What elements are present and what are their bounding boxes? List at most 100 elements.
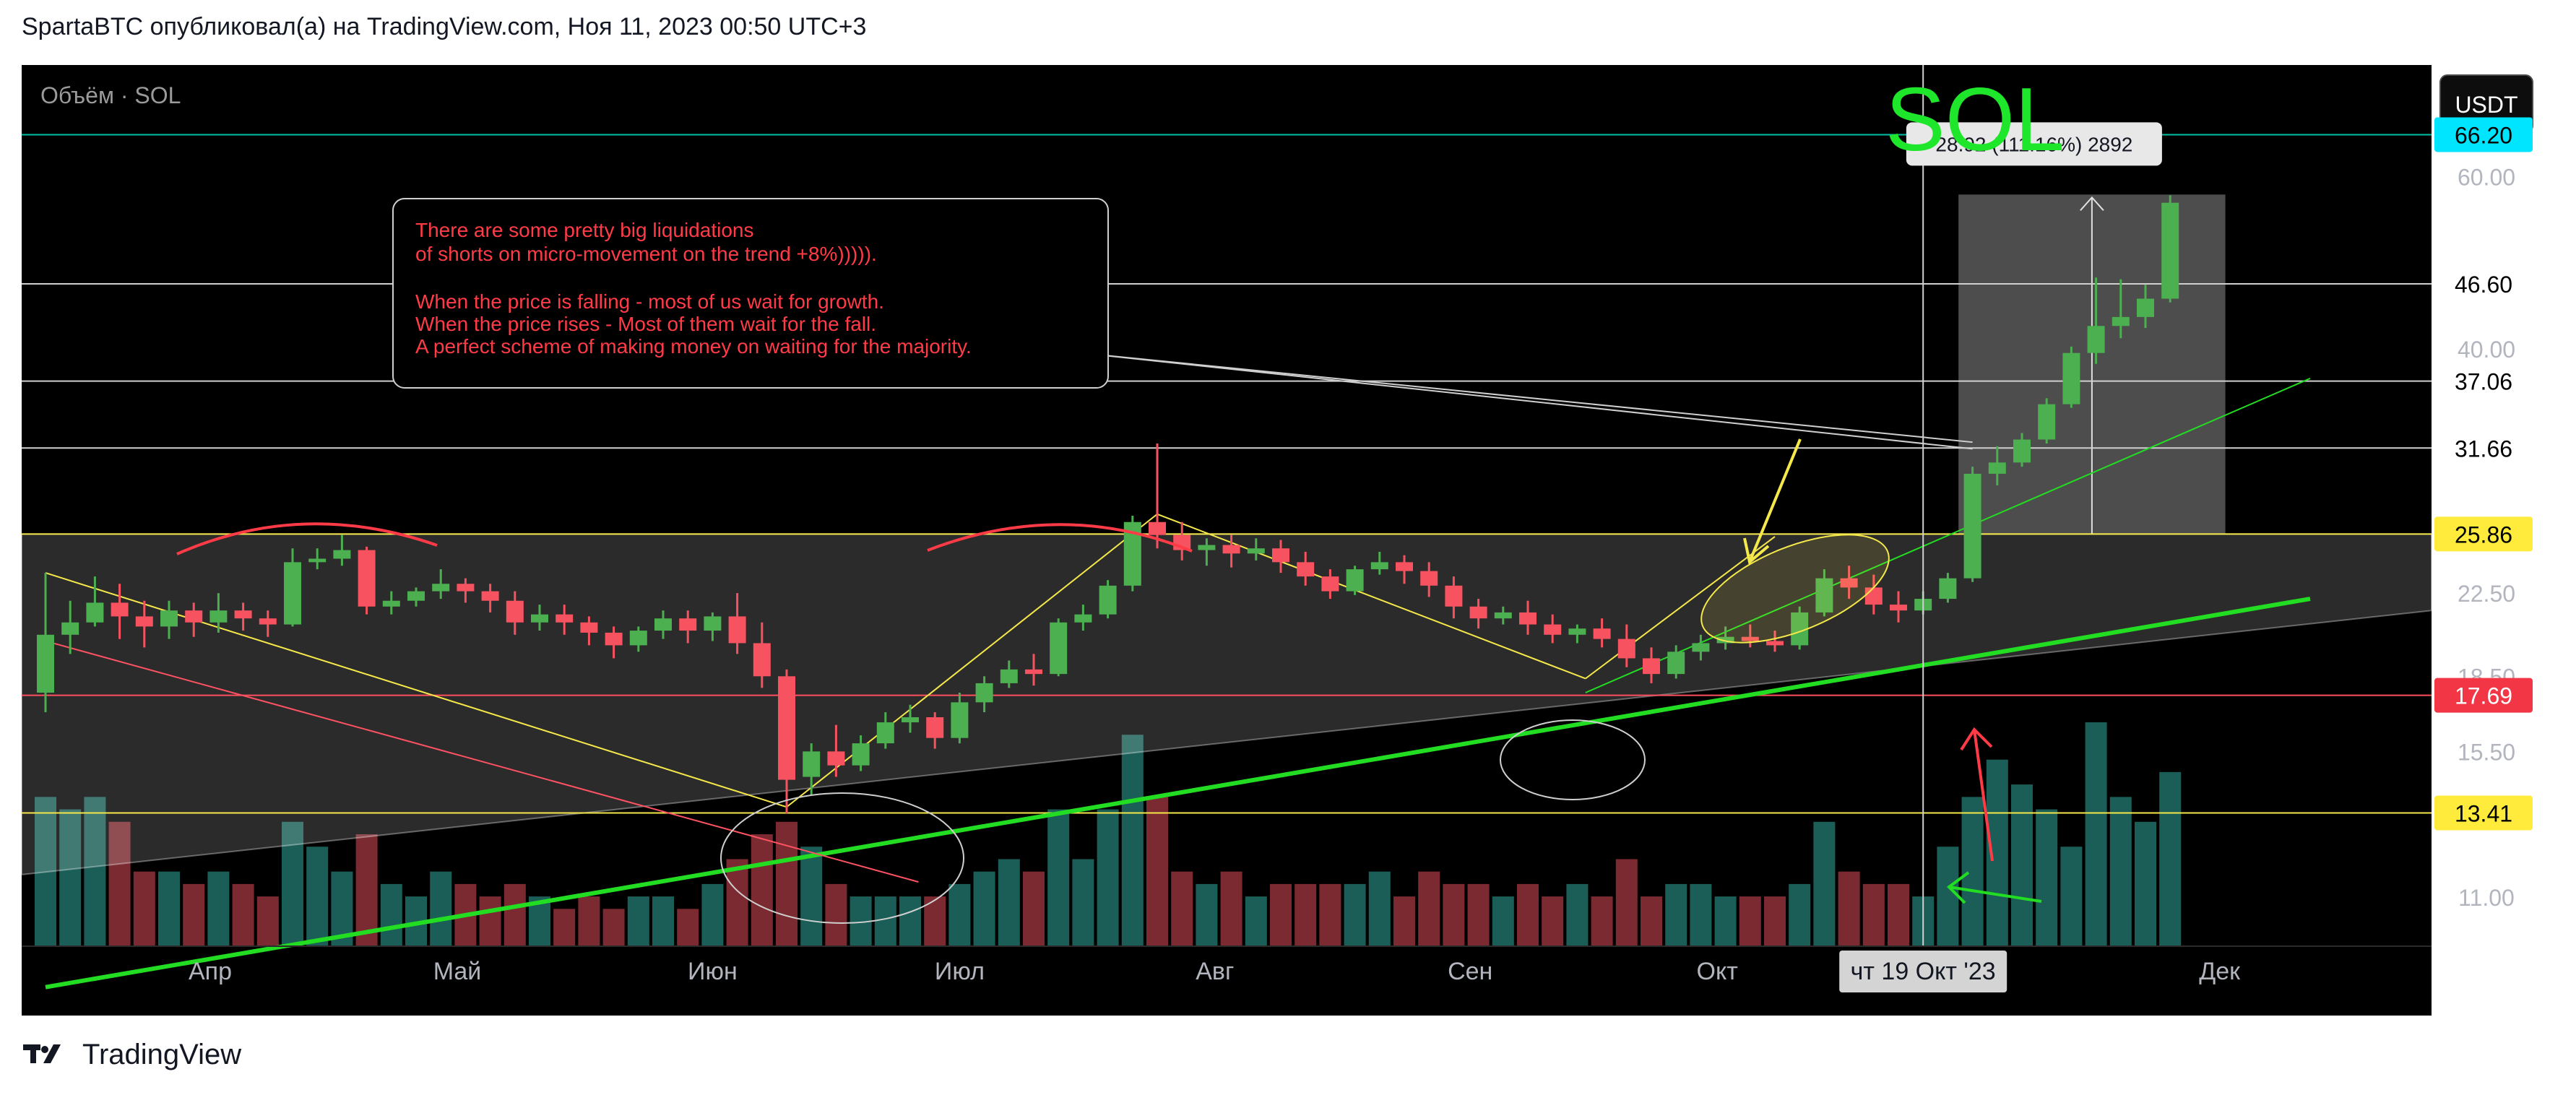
volume-bar: [1047, 809, 1070, 946]
volume-bar: [282, 821, 303, 946]
crosshair-date: чт 19 Окт '23: [1851, 958, 1996, 985]
volume-bar: [1615, 859, 1638, 946]
volume-bar: [1368, 871, 1391, 946]
annotation-line: There are some pretty big liquidations: [415, 219, 753, 241]
red-fall-line: [45, 640, 919, 883]
volume-bar: [2135, 821, 2156, 946]
y-axis-tick-label: 11.00: [2458, 885, 2515, 911]
measure-label: 28.92 (111.16%) 2892: [1935, 133, 2132, 155]
volume-bar: [1443, 883, 1465, 946]
candle-body: [1667, 652, 1685, 675]
site-name: TradingView.com,: [366, 13, 561, 40]
volume-bar: [677, 909, 699, 946]
candle-body: [308, 558, 327, 563]
annotation-box: [392, 198, 1109, 389]
price-label: 66.20: [2455, 122, 2512, 148]
volume-bar: [2060, 847, 2083, 946]
main-support-line: [45, 597, 2311, 990]
volume-bar: [232, 883, 254, 946]
volume-bar: [1121, 735, 1144, 946]
candle-body: [1321, 576, 1339, 592]
channel-line: [1585, 377, 2311, 693]
chart-area[interactable]: There are some pretty big liquidations o…: [21, 65, 2432, 1016]
candles-layer: [37, 195, 2179, 813]
volume-bar: [1739, 896, 1761, 946]
candle-body: [876, 722, 894, 744]
candle-body: [975, 683, 993, 703]
range-zone: [21, 533, 2432, 875]
volume-bar: [1986, 759, 2008, 946]
y-axis-tick-label: 40.00: [2458, 337, 2515, 363]
volume-bar: [2085, 722, 2107, 946]
candle-body: [185, 610, 203, 623]
yellow-uptrend-1: [786, 513, 1158, 808]
candle-body: [2112, 316, 2130, 326]
yellow-downtrend-2: [1157, 513, 1586, 680]
author-name[interactable]: SpartaBTC: [22, 13, 144, 40]
candle-body: [284, 562, 301, 625]
candle-body: [2161, 202, 2179, 299]
volume-bar: [1961, 797, 1984, 946]
candle-body: [209, 610, 228, 623]
candle-body: [1988, 462, 2006, 474]
volume-bar: [2109, 797, 2132, 946]
volume-bar: [1467, 883, 1490, 946]
candle-body: [2062, 352, 2080, 404]
candle-body: [1445, 585, 1463, 607]
candle-body: [1593, 628, 1611, 639]
candle-body: [111, 602, 129, 617]
red-arrow-head: [1960, 727, 1993, 751]
volume-bar: [553, 909, 576, 946]
candle-body: [852, 743, 870, 766]
candle-body: [827, 751, 845, 766]
candle-body: [2087, 326, 2105, 353]
price-chart-svg[interactable]: There are some pretty big liquidations o…: [21, 65, 2432, 1016]
x-axis-tick-label: Окт: [1697, 958, 1738, 985]
volume-bar: [1641, 896, 1662, 946]
candle-body: [605, 632, 623, 646]
candle-body: [1149, 521, 1166, 535]
candle-body: [86, 602, 104, 623]
volume-bar: [183, 883, 205, 946]
measure-label-group: 28.92 (111.16%) 2892: [1906, 122, 2162, 166]
x-axis-tick-label: Май: [433, 958, 482, 985]
annotation-pointer: [1091, 353, 1973, 443]
candle-body: [654, 618, 672, 631]
x-axis-tick-label: Апр: [189, 958, 232, 985]
volume-bar: [158, 871, 180, 946]
volume-bar: [1196, 883, 1218, 946]
volume-bar: [899, 896, 921, 946]
volume-bar: [380, 883, 402, 946]
volume-bar: [1714, 896, 1737, 946]
volume-bar: [1789, 883, 1811, 946]
volume-bar: [1245, 896, 1267, 946]
candle-body: [37, 634, 54, 693]
price-label: 13.41: [2455, 801, 2512, 827]
price-label-bg: [2434, 117, 2533, 152]
brand-name[interactable]: TradingView: [82, 1038, 242, 1070]
volume-bar: [1937, 847, 1959, 946]
candle-body: [1272, 548, 1289, 563]
crosshair-date-bg: [1839, 951, 2007, 992]
volume-layer: [35, 722, 2182, 946]
crosshair-date-label: чт 19 Окт '23: [1839, 951, 2007, 992]
candle-body: [407, 591, 425, 601]
volume-bar: [973, 871, 995, 946]
volume-bar: [1764, 896, 1786, 946]
candle-body: [1247, 548, 1265, 554]
candle-body: [1939, 578, 1957, 600]
x-axis[interactable]: АпрМайИюнИюлАвгСенОктНояДек: [22, 945, 2432, 985]
red-arc-left: [176, 522, 438, 555]
candle-body: [358, 550, 376, 607]
candle-body: [2137, 298, 2154, 317]
volume-bar: [578, 896, 600, 946]
annotation-line: A perfect scheme of making money on wait…: [415, 335, 972, 358]
x-axis-tick-label: Июн: [688, 958, 738, 985]
indicator-label: Объём · SOL: [40, 82, 181, 108]
volume-bar: [1270, 883, 1292, 946]
volume-bar: [1690, 883, 1712, 946]
candle-body: [679, 618, 697, 631]
volume-bar: [430, 871, 452, 946]
annotation-callout[interactable]: There are some pretty big liquidations o…: [392, 198, 1109, 389]
